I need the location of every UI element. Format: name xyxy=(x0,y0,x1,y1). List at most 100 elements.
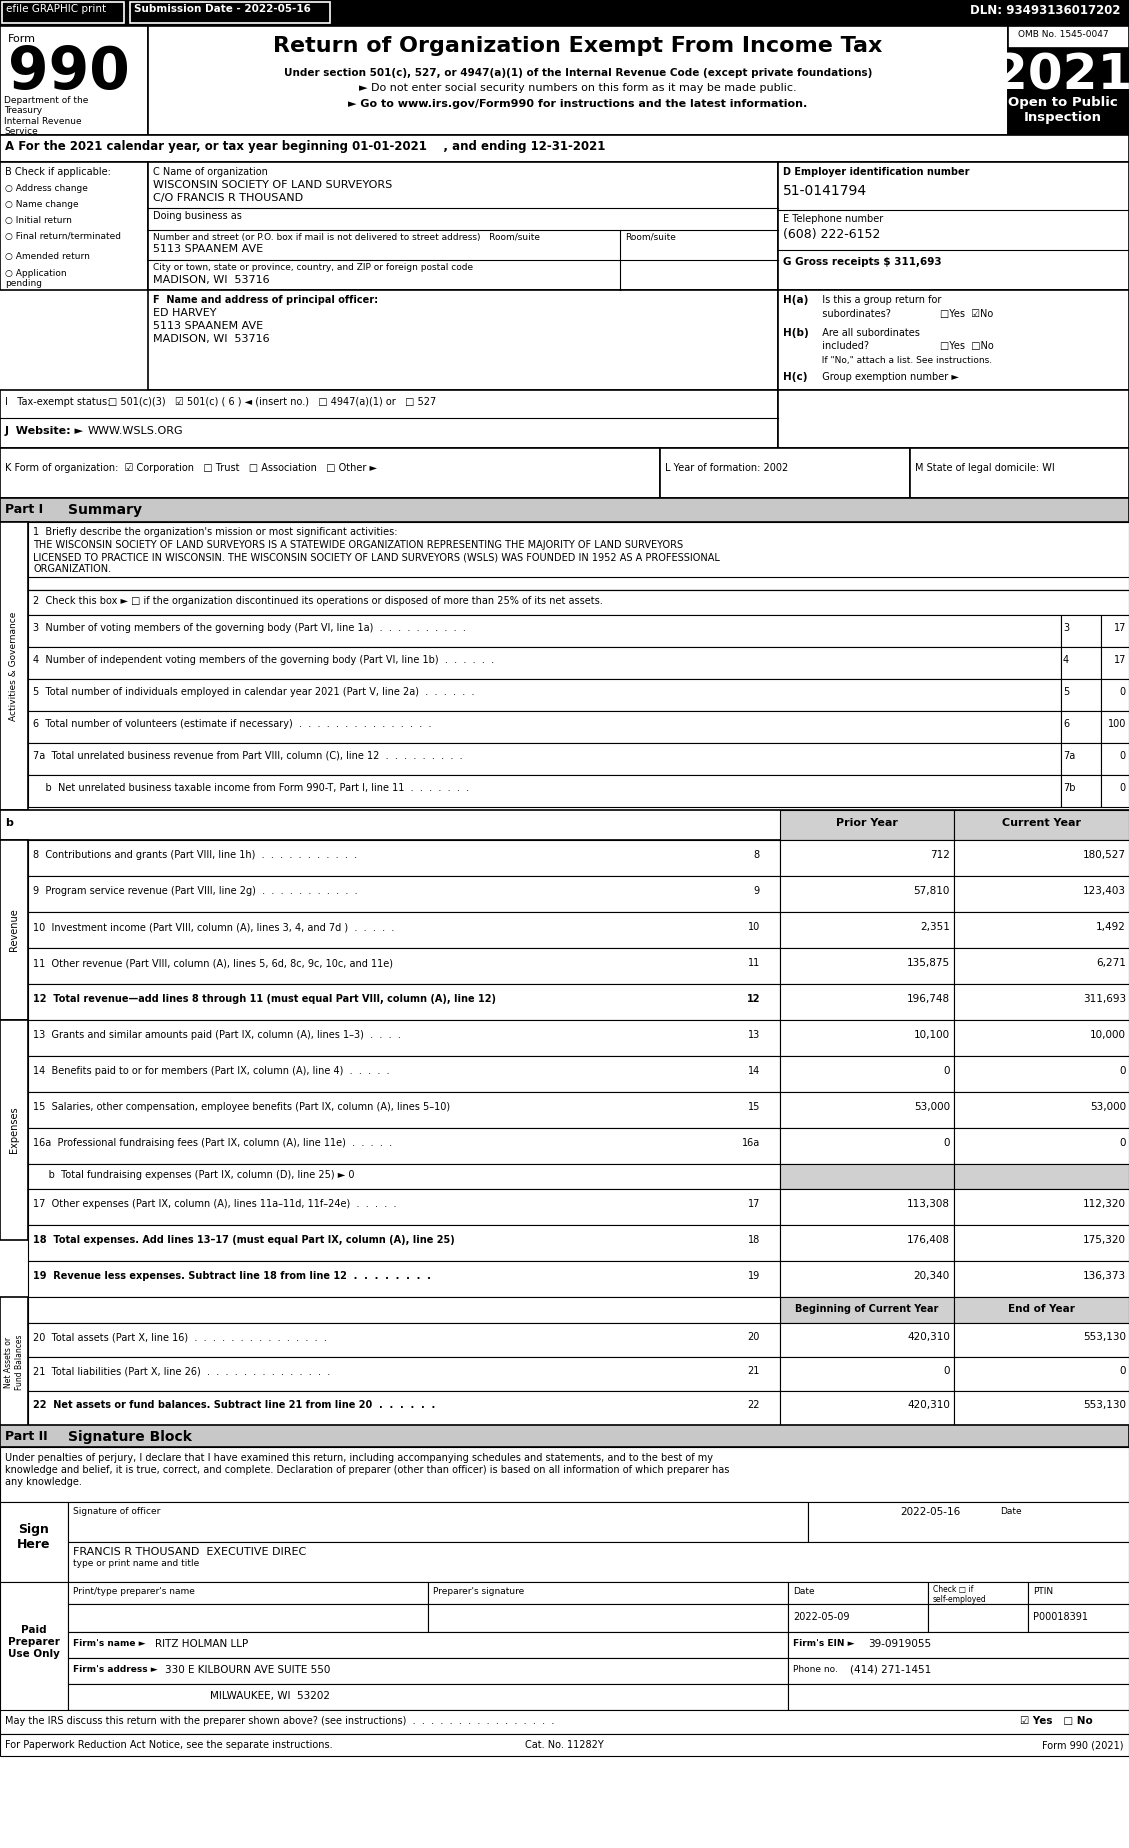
Text: Date: Date xyxy=(793,1587,815,1597)
Bar xyxy=(778,163,1129,290)
Text: ○ Name change: ○ Name change xyxy=(5,200,79,209)
Bar xyxy=(0,1425,1129,1447)
Bar xyxy=(928,1604,1029,1632)
Bar xyxy=(148,290,778,390)
Bar xyxy=(954,913,1129,948)
Text: 553,130: 553,130 xyxy=(1083,1332,1126,1342)
Text: K Form of organization:  ☑ Corporation   □ Trust   □ Association   □ Other ►: K Form of organization: ☑ Corporation □ … xyxy=(5,464,377,473)
Text: 420,310: 420,310 xyxy=(907,1332,949,1342)
Text: Print/type preparer's name: Print/type preparer's name xyxy=(73,1587,195,1597)
Bar xyxy=(954,983,1129,1020)
Text: 12: 12 xyxy=(746,994,760,1003)
Bar xyxy=(28,876,780,913)
Text: MADISON, WI  53716: MADISON, WI 53716 xyxy=(154,334,270,344)
Text: Paid
Preparer
Use Only: Paid Preparer Use Only xyxy=(8,1626,60,1660)
Text: 18: 18 xyxy=(747,1234,760,1246)
Bar xyxy=(28,1356,780,1392)
Text: Summary: Summary xyxy=(68,503,142,517)
Text: H(c): H(c) xyxy=(784,371,807,383)
Bar xyxy=(788,1684,1129,1709)
Text: 100: 100 xyxy=(1108,719,1126,728)
Bar xyxy=(1101,647,1129,678)
Bar xyxy=(28,841,780,876)
Text: 10: 10 xyxy=(747,922,760,931)
Bar xyxy=(428,1582,788,1604)
Text: 0: 0 xyxy=(944,1066,949,1076)
Text: L Year of formation: 2002: L Year of formation: 2002 xyxy=(665,464,788,473)
Text: 14  Benefits paid to or for members (Part IX, column (A), line 4)  .  .  .  .  .: 14 Benefits paid to or for members (Part… xyxy=(33,1066,390,1076)
Bar xyxy=(954,1323,1129,1356)
Bar xyxy=(0,447,660,497)
Bar xyxy=(1061,615,1101,647)
Text: Prior Year: Prior Year xyxy=(837,819,898,828)
Text: City or town, state or province, country, and ZIP or foreign postal code: City or town, state or province, country… xyxy=(154,262,473,272)
Text: Revenue: Revenue xyxy=(9,909,19,952)
Bar xyxy=(780,983,954,1020)
Bar xyxy=(28,711,1061,743)
Text: 9: 9 xyxy=(754,885,760,896)
Bar xyxy=(0,1297,28,1427)
Bar xyxy=(1101,774,1129,808)
Bar xyxy=(0,841,28,1020)
Text: 15  Salaries, other compensation, employee benefits (Part IX, column (A), lines : 15 Salaries, other compensation, employe… xyxy=(33,1101,450,1112)
Text: 13  Grants and similar amounts paid (Part IX, column (A), lines 1–3)  .  .  .  .: 13 Grants and similar amounts paid (Part… xyxy=(33,1029,401,1040)
Bar xyxy=(28,1392,780,1425)
Text: 2021: 2021 xyxy=(994,52,1129,100)
Bar xyxy=(0,521,28,809)
Text: H(b): H(b) xyxy=(784,327,808,338)
Bar xyxy=(68,1684,788,1709)
Bar xyxy=(788,1632,1129,1658)
Text: 14: 14 xyxy=(747,1066,760,1076)
Bar xyxy=(954,948,1129,983)
Text: 0: 0 xyxy=(944,1366,949,1377)
Bar xyxy=(28,1092,780,1127)
Bar xyxy=(954,809,1129,841)
Text: 16a: 16a xyxy=(742,1138,760,1148)
Text: type or print name and title: type or print name and title xyxy=(73,1560,199,1567)
Text: 113,308: 113,308 xyxy=(907,1199,949,1209)
Text: THE WISCONSIN SOCIETY OF LAND SURVEYORS IS A STATEWIDE ORGANIZATION REPRESENTING: THE WISCONSIN SOCIETY OF LAND SURVEYORS … xyxy=(33,540,683,551)
Bar xyxy=(780,1356,954,1392)
Bar xyxy=(954,1356,1129,1392)
Text: 19: 19 xyxy=(747,1271,760,1281)
Text: 3  Number of voting members of the governing body (Part VI, line 1a)  .  .  .  .: 3 Number of voting members of the govern… xyxy=(33,623,466,634)
Bar xyxy=(0,0,1129,26)
Text: included?: included? xyxy=(816,342,869,351)
Text: Sign
Here: Sign Here xyxy=(17,1523,51,1550)
Text: 0: 0 xyxy=(1120,687,1126,697)
Text: ○ Address change: ○ Address change xyxy=(5,185,88,192)
Bar xyxy=(954,1392,1129,1425)
Text: Cat. No. 11282Y: Cat. No. 11282Y xyxy=(525,1741,603,1750)
Bar xyxy=(1008,48,1129,135)
Text: 712: 712 xyxy=(930,850,949,859)
Bar xyxy=(2,2,124,22)
Bar xyxy=(28,521,1129,590)
Text: 5  Total number of individuals employed in calendar year 2021 (Part V, line 2a) : 5 Total number of individuals employed i… xyxy=(33,687,474,697)
Text: Preparer's signature: Preparer's signature xyxy=(434,1587,524,1597)
Text: Phone no.: Phone no. xyxy=(793,1665,838,1674)
Text: 196,748: 196,748 xyxy=(907,994,949,1003)
Bar xyxy=(28,615,1061,647)
Text: ORGANIZATION.: ORGANIZATION. xyxy=(33,564,111,575)
Text: 53,000: 53,000 xyxy=(1089,1101,1126,1112)
Bar xyxy=(1061,678,1101,711)
Text: 180,527: 180,527 xyxy=(1083,850,1126,859)
Text: PTIN: PTIN xyxy=(1033,1587,1053,1597)
Bar xyxy=(0,390,778,447)
Bar xyxy=(780,1020,954,1055)
Bar xyxy=(0,1447,1129,1502)
Text: 20  Total assets (Part X, line 16)  .  .  .  .  .  .  .  .  .  .  .  .  .  .  .: 20 Total assets (Part X, line 16) . . . … xyxy=(33,1332,327,1342)
Text: 7a  Total unrelated business revenue from Part VIII, column (C), line 12  .  .  : 7a Total unrelated business revenue from… xyxy=(33,750,463,761)
Text: (414) 271-1451: (414) 271-1451 xyxy=(850,1665,931,1674)
Bar xyxy=(1029,1604,1129,1632)
Bar xyxy=(788,1658,1129,1684)
Bar xyxy=(0,1020,28,1240)
Text: 22  Net assets or fund balances. Subtract line 21 from line 20  .  .  .  .  .  .: 22 Net assets or fund balances. Subtract… xyxy=(33,1401,436,1410)
Bar xyxy=(1101,743,1129,774)
Text: C Name of organization: C Name of organization xyxy=(154,166,268,177)
Text: Date: Date xyxy=(1000,1506,1022,1515)
Text: E Telephone number: E Telephone number xyxy=(784,214,883,224)
Text: MADISON, WI  53716: MADISON, WI 53716 xyxy=(154,275,270,285)
Text: 15: 15 xyxy=(747,1101,760,1112)
Text: 1  Briefly describe the organization's mission or most significant activities:: 1 Briefly describe the organization's mi… xyxy=(33,527,397,538)
